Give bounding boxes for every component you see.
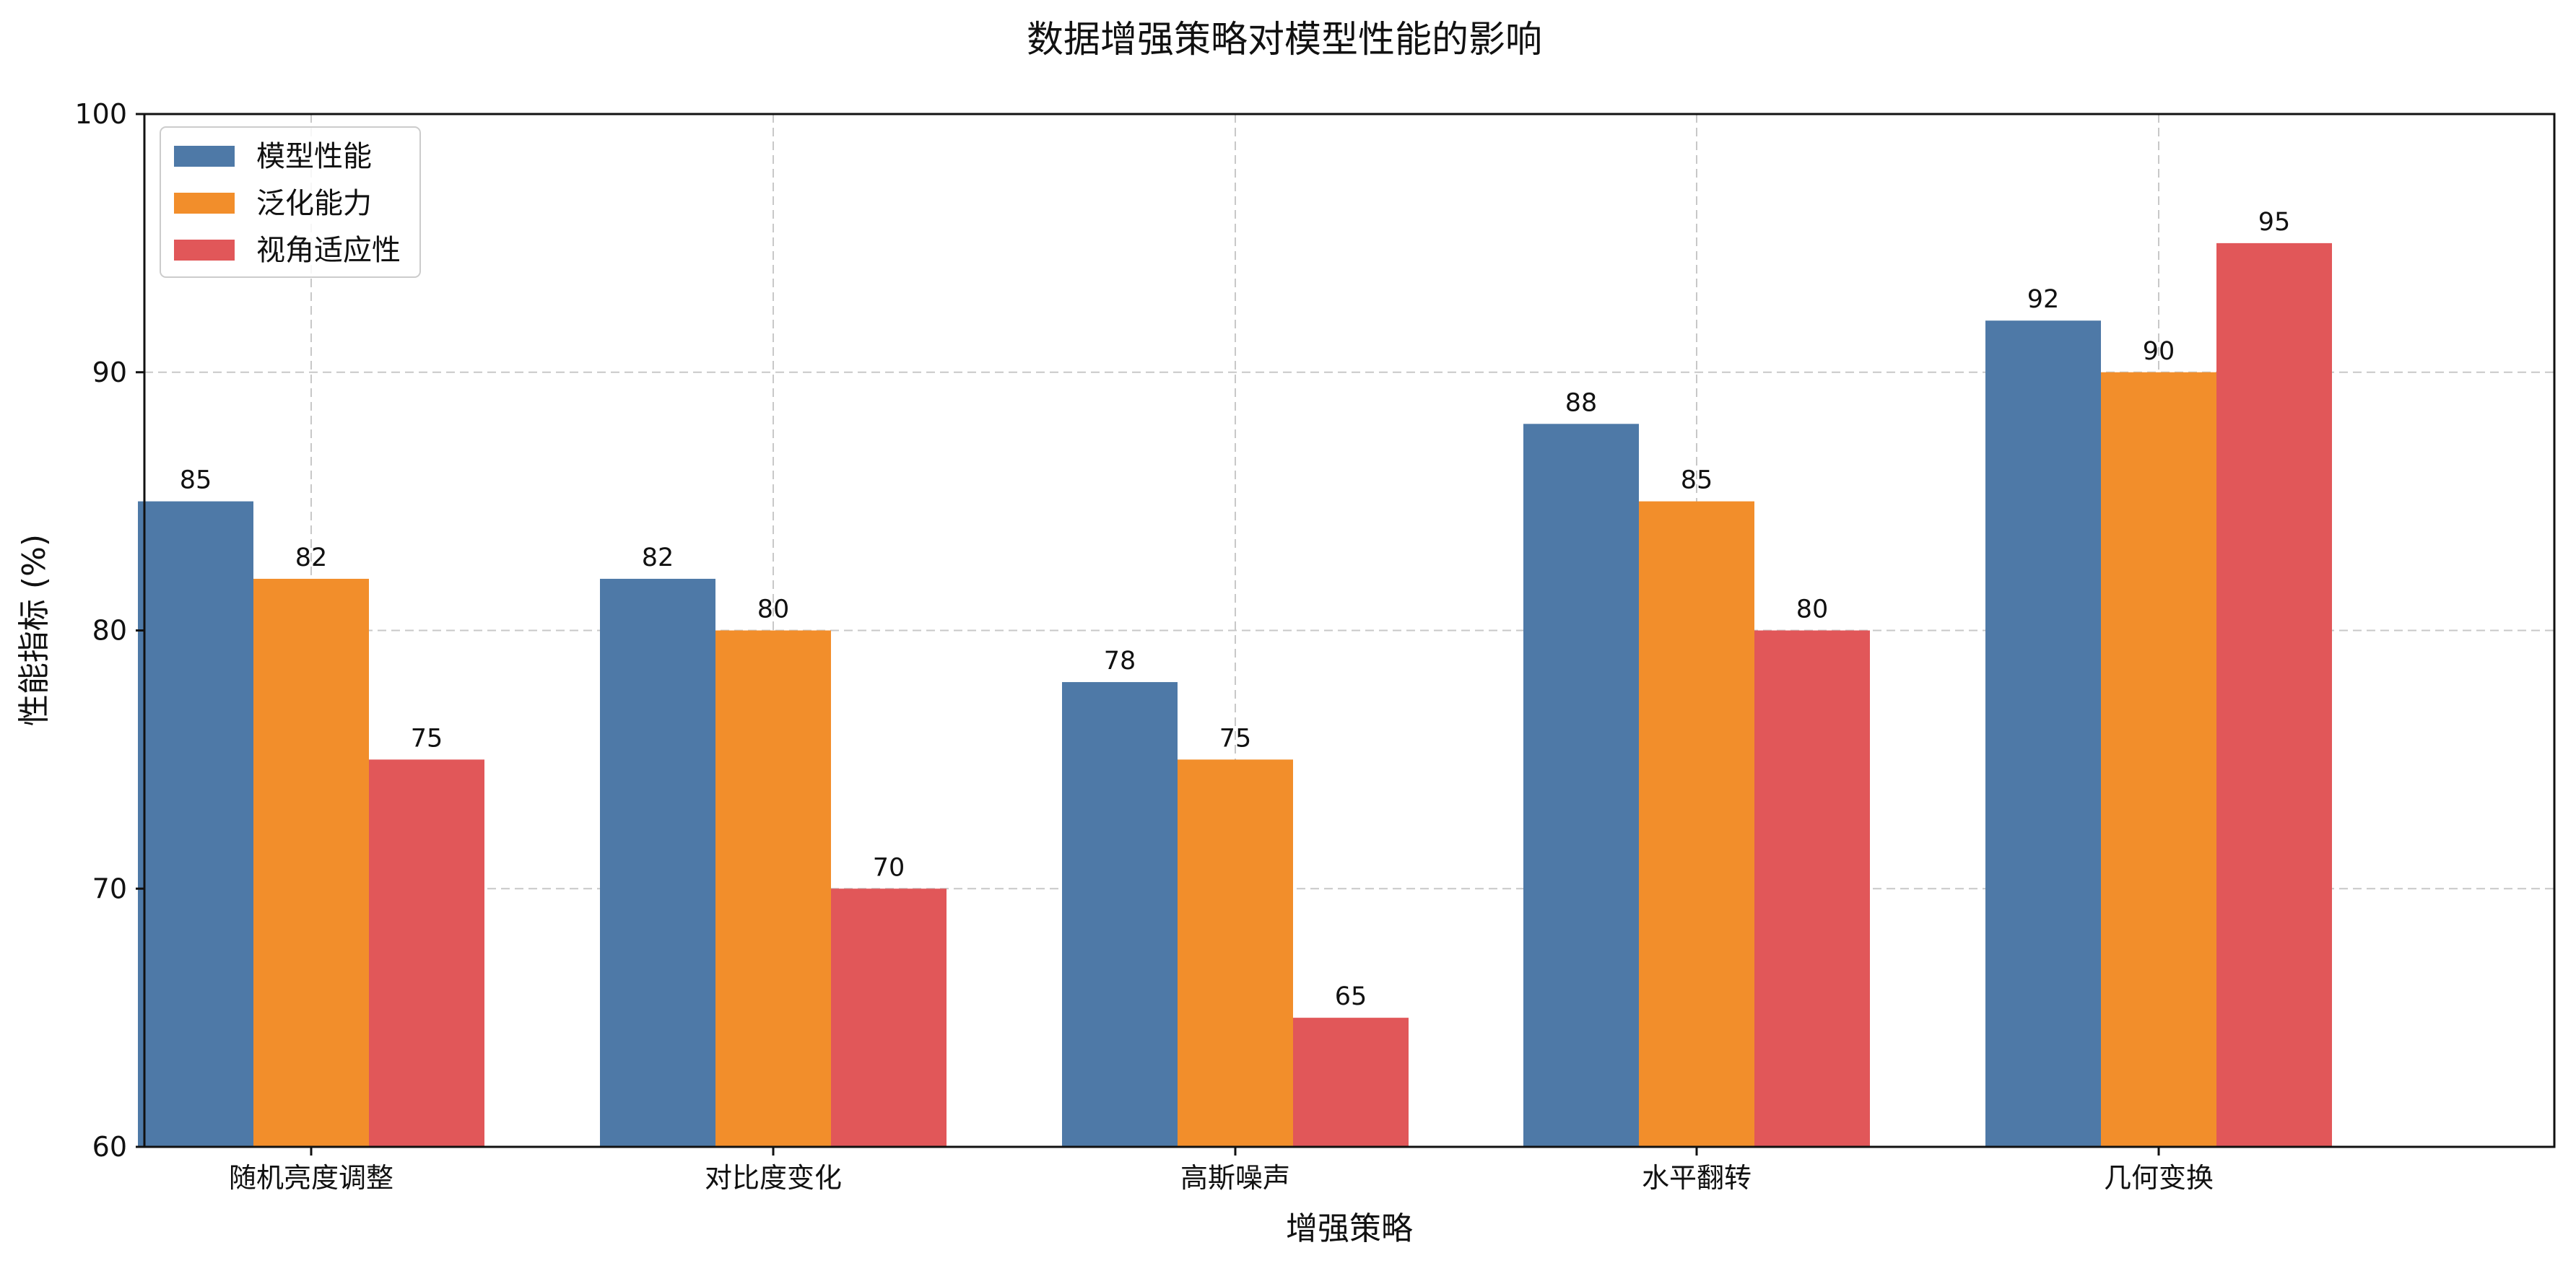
data-label: 80 <box>1796 595 1829 624</box>
y-tick-label: 90 <box>92 357 127 388</box>
bars-group <box>138 243 2332 1148</box>
bar-2-4 <box>2216 243 2332 1147</box>
legend-label: 泛化能力 <box>256 187 372 220</box>
bar-0-3 <box>1523 424 1639 1147</box>
data-label: 82 <box>295 543 328 572</box>
x-tick-label: 水平翻转 <box>1642 1162 1752 1194</box>
bar-0-1 <box>600 578 715 1147</box>
y-tick-label: 100 <box>74 98 127 130</box>
bar-2-1 <box>831 888 947 1147</box>
bar-1-2 <box>1178 759 1293 1147</box>
y-axis-label: 性能指标 (%) <box>16 534 53 726</box>
bar-1-3 <box>1639 501 1754 1147</box>
y-tick-label: 60 <box>92 1131 127 1163</box>
legend-label: 视角适应性 <box>256 234 401 267</box>
x-tick-label: 几何变换 <box>2104 1162 2214 1194</box>
data-label: 78 <box>1104 647 1136 676</box>
data-label: 75 <box>1219 724 1252 753</box>
bar-0-4 <box>1985 320 2101 1148</box>
legend-swatch <box>174 146 235 167</box>
chart-title: 数据增强策略对模型性能的影响 <box>1027 19 1542 61</box>
bar-1-4 <box>2101 372 2216 1147</box>
data-label: 65 <box>1335 982 1367 1011</box>
legend-swatch <box>174 240 235 261</box>
data-label: 80 <box>757 595 790 624</box>
data-label: 85 <box>1681 466 1713 495</box>
bar-1-0 <box>253 578 369 1147</box>
bar-0-0 <box>138 501 253 1147</box>
data-label: 92 <box>2027 285 2060 314</box>
y-tick-label: 80 <box>92 615 127 647</box>
data-label: 70 <box>873 853 905 882</box>
bar-2-0 <box>369 759 484 1147</box>
data-label: 82 <box>642 543 674 572</box>
x-tick-label: 随机亮度调整 <box>229 1162 393 1194</box>
bar-2-3 <box>1754 630 1870 1147</box>
bar-1-1 <box>715 630 831 1147</box>
y-axis-ticks: 60 70 80 90 100 <box>74 98 144 1163</box>
x-tick-label: 高斯噪声 <box>1180 1162 1290 1194</box>
bar-2-2 <box>1293 1018 1409 1147</box>
data-label: 85 <box>180 466 212 495</box>
data-label: 88 <box>1565 388 1598 417</box>
legend-swatch <box>174 193 235 214</box>
x-axis-ticks: 随机亮度调整 对比度变化 高斯噪声 水平翻转 几何变换 <box>229 1147 2214 1194</box>
data-label: 95 <box>2258 208 2291 237</box>
bar-0-2 <box>1062 682 1178 1147</box>
data-label: 75 <box>411 724 443 753</box>
x-axis-label: 增强策略 <box>1286 1210 1413 1247</box>
legend-label: 模型性能 <box>256 140 372 173</box>
x-tick-label: 对比度变化 <box>705 1162 842 1194</box>
data-label: 90 <box>2143 337 2175 366</box>
data-labels-group: 85 82 78 88 92 82 80 75 85 90 75 70 65 80 95 <box>180 208 2291 1011</box>
y-tick-label: 70 <box>92 873 127 904</box>
